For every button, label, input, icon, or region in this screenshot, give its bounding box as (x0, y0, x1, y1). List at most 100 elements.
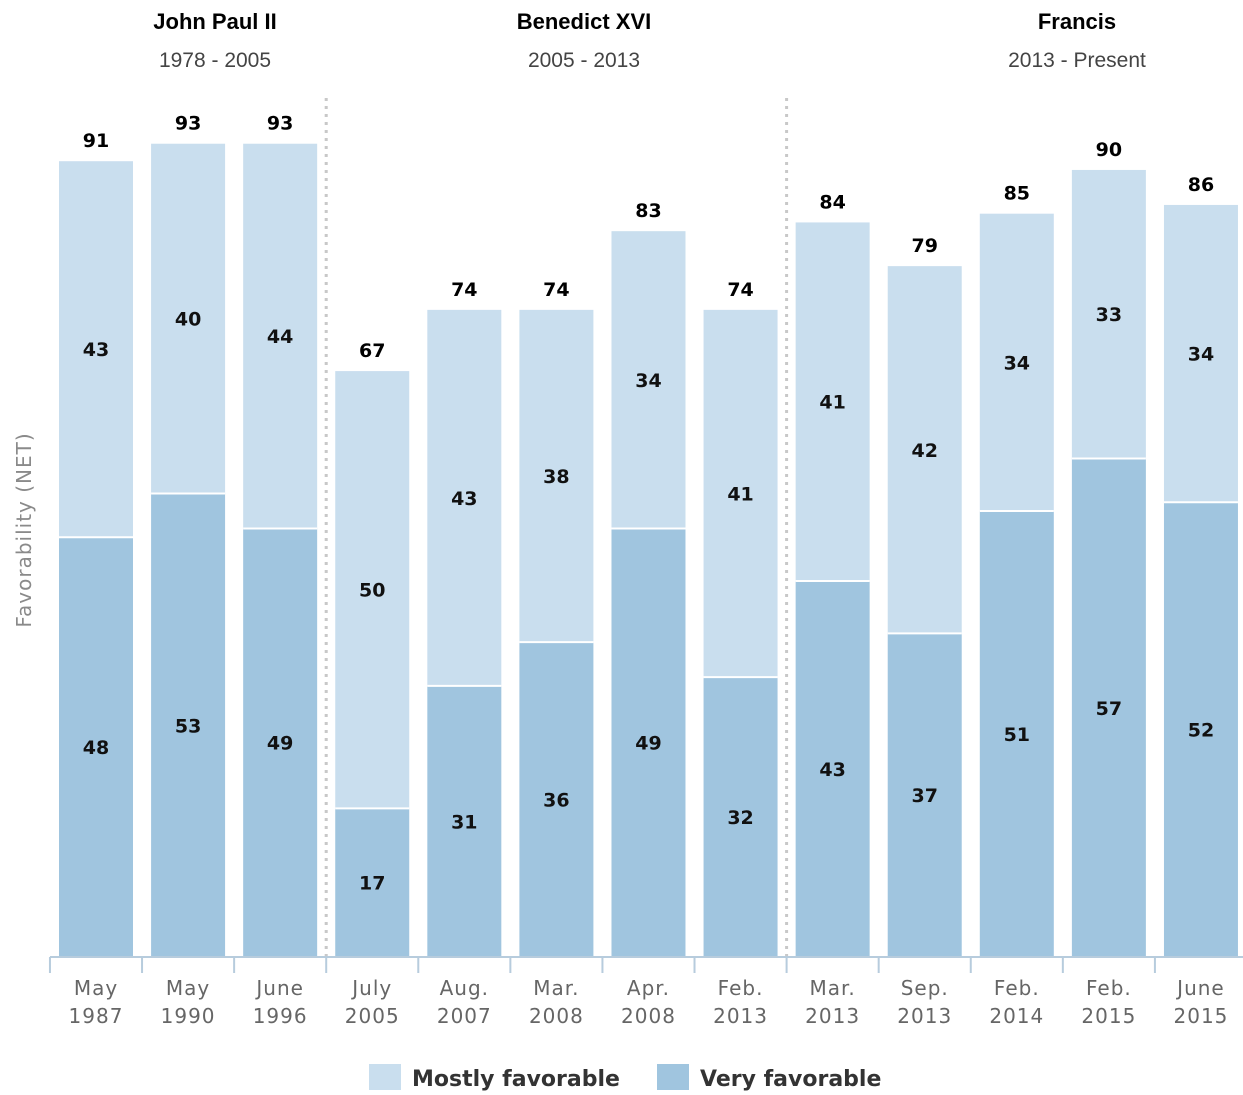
bar-group: 57 33 90 (1071, 139, 1146, 957)
label-very-favorable: 51 (1004, 724, 1030, 746)
era-headers: John Paul II 1978 - 2005 Benedict XVI 2005 … (153, 9, 1146, 72)
bar-mostly-favorable (1071, 169, 1146, 459)
x-tick-label-month: Mar. (810, 976, 856, 1000)
era-name-2: Francis (1038, 9, 1116, 34)
label-very-favorable: 37 (911, 785, 937, 807)
label-mostly-favorable: 50 (359, 580, 385, 602)
label-very-favorable: 31 (451, 811, 477, 833)
x-tick-label-year: 2015 (1081, 1004, 1136, 1028)
label-mostly-favorable: 40 (175, 309, 201, 331)
bar-very-favorable (795, 580, 870, 957)
label-total: 85 (1004, 183, 1030, 205)
bar-mostly-favorable (519, 309, 594, 643)
bar-group: 37 42 79 (887, 235, 962, 957)
label-mostly-favorable: 33 (1096, 304, 1122, 326)
x-tick-label-month: Feb. (994, 976, 1040, 1000)
bar-very-favorable (703, 677, 778, 957)
bar-group: 49 44 93 (243, 113, 318, 957)
label-total: 83 (635, 200, 661, 222)
label-very-favorable: 49 (267, 733, 293, 755)
era-years-2: 2013 - Present (1008, 49, 1146, 72)
bar-group: 51 34 85 (979, 183, 1054, 957)
label-mostly-favorable: 38 (543, 466, 569, 488)
x-tick-label-year: 2015 (1174, 1004, 1229, 1028)
x-tick-label-month: Feb. (718, 976, 764, 1000)
x-tick-label-month: Feb. (1086, 976, 1132, 1000)
label-mostly-favorable: 41 (727, 484, 753, 506)
x-tick-label-year: 2007 (437, 1004, 492, 1028)
bar-group: 49 34 83 (611, 200, 686, 957)
bar-group: 52 34 86 (1163, 174, 1238, 957)
bar-very-favorable (1163, 502, 1238, 957)
bar-group: 32 41 74 (703, 279, 778, 957)
label-total: 91 (83, 130, 109, 152)
bar-group: 31 43 74 (427, 279, 502, 957)
x-tick-label-month: Aug. (440, 976, 489, 1000)
label-total: 74 (451, 279, 477, 301)
bar-mostly-favorable (335, 371, 410, 809)
label-very-favorable: 36 (543, 790, 569, 812)
x-tick-label-month: Apr. (627, 976, 670, 1000)
x-tick-label-month: May (166, 976, 210, 1000)
label-total: 93 (267, 113, 293, 135)
x-tick-label-year: 2008 (621, 1004, 676, 1028)
bar-very-favorable (59, 537, 133, 957)
bar-mostly-favorable (1163, 204, 1238, 503)
legend-swatch (369, 1064, 401, 1090)
legend-label: Mostly favorable (412, 1067, 620, 1092)
label-very-favorable: 43 (819, 759, 845, 781)
bar-very-favorable (1071, 458, 1146, 957)
bar-mostly-favorable (887, 266, 962, 634)
bar-very-favorable (243, 528, 318, 957)
label-very-favorable: 53 (175, 715, 201, 737)
label-very-favorable: 52 (1188, 720, 1214, 742)
x-tick-label-month: May (74, 976, 118, 1000)
bar-mostly-favorable (979, 213, 1054, 512)
bar-group: 48 43 91 (59, 130, 133, 957)
label-total: 90 (1096, 139, 1122, 161)
bar-mostly-favorable (703, 309, 778, 678)
label-total: 79 (911, 235, 937, 257)
label-total: 86 (1188, 174, 1214, 196)
label-mostly-favorable: 42 (911, 440, 937, 462)
x-tick-label-year: 2013 (897, 1004, 952, 1028)
bar-mostly-favorable (427, 309, 502, 686)
label-mostly-favorable: 44 (267, 326, 293, 348)
label-mostly-favorable: 43 (451, 488, 477, 510)
x-tick-label-month: July (350, 976, 392, 1000)
bar-very-favorable (519, 642, 594, 957)
x-tick-label-year: 1996 (253, 1004, 308, 1028)
bar-very-favorable (427, 685, 502, 957)
x-tick-label-year: 2013 (713, 1004, 768, 1028)
era-name-1: Benedict XVI (517, 9, 651, 34)
bar-mostly-favorable (151, 143, 226, 494)
x-tick-label-year: 2014 (989, 1004, 1044, 1028)
bar-group: 43 41 84 (795, 191, 870, 957)
label-very-favorable: 57 (1096, 698, 1122, 720)
bar-very-favorable (151, 493, 226, 957)
label-total: 67 (359, 340, 385, 362)
label-mostly-favorable: 34 (1004, 352, 1030, 374)
bar-mostly-favorable (243, 143, 318, 529)
label-total: 84 (819, 191, 845, 213)
bar-very-favorable (887, 633, 962, 957)
label-very-favorable: 48 (83, 737, 109, 759)
x-tick-label-month: Mar. (533, 976, 579, 1000)
label-total: 74 (543, 279, 569, 301)
x-tick-label-month: June (254, 976, 304, 1000)
x-tick-label-month: Sep. (901, 976, 949, 1000)
x-tick-label-year: 2013 (805, 1004, 860, 1028)
x-tick-label-year: 2005 (345, 1004, 400, 1028)
legend-swatch (657, 1064, 689, 1090)
bar-mostly-favorable (611, 231, 686, 529)
legend: Mostly favorable Very favorable (369, 1064, 881, 1092)
label-very-favorable: 32 (727, 807, 753, 829)
label-total: 93 (175, 113, 201, 135)
label-total: 74 (727, 279, 753, 301)
bar-mostly-favorable (795, 222, 870, 581)
era-years-0: 1978 - 2005 (159, 49, 271, 72)
bar-very-favorable (335, 808, 410, 957)
bar-very-favorable (611, 528, 686, 957)
